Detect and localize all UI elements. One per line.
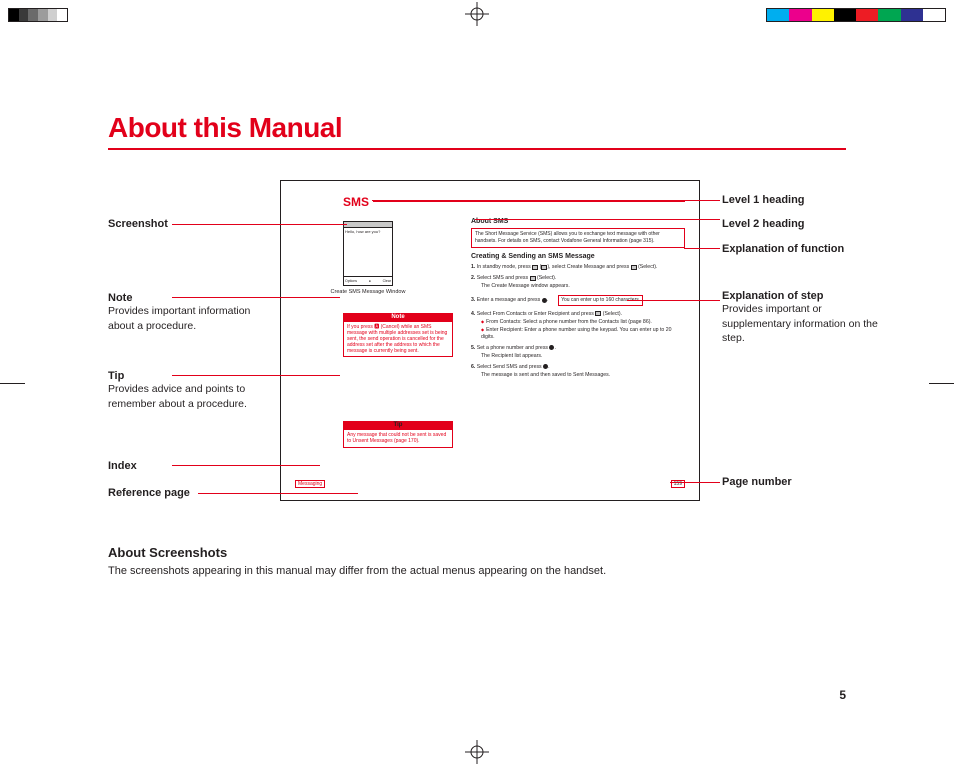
sample-l1-rule	[373, 201, 685, 202]
callout-l2: Level 2 heading	[722, 218, 882, 230]
grayscale-swatches	[8, 8, 68, 22]
page-title: About this Manual	[108, 112, 342, 144]
title-rule	[108, 148, 846, 150]
screenshot-caption: Create SMS Message Window	[323, 289, 413, 295]
connector-line	[198, 493, 358, 494]
crop-mark-left	[0, 383, 25, 384]
sample-note-box: Note If you press 🅰 (Cancel) while an SM…	[343, 313, 453, 357]
sample-tip-box: Tip Any message that could not be sent i…	[343, 421, 453, 448]
callout-pgnum: Page number	[722, 476, 882, 488]
cmyk-swatches	[766, 8, 946, 22]
callout-note: NoteProvides important information about…	[108, 292, 268, 333]
sample-l1-heading: SMS	[343, 195, 369, 209]
connector-line	[172, 465, 320, 466]
connector-line	[372, 200, 720, 201]
outer-page-number: 5	[839, 688, 846, 702]
registration-mark-top	[465, 2, 489, 26]
about-screenshots-heading: About Screenshots	[108, 545, 227, 560]
callout-index: Index	[108, 460, 268, 472]
connector-line	[172, 224, 347, 225]
callout-l1: Level 1 heading	[722, 194, 882, 206]
connector-line	[670, 482, 720, 483]
step-item: 4. Select From Contacts or Enter Recipie…	[471, 311, 685, 341]
connector-line	[475, 219, 720, 220]
connector-line	[684, 248, 720, 249]
sample-right-column: About SMS The Short Message Service (SMS…	[471, 213, 685, 383]
registration-mark-bottom	[465, 740, 489, 764]
crop-mark-right	[929, 383, 954, 384]
sample-index-tag: Messaging	[295, 480, 325, 488]
step-item: 2. Select SMS and press (Select).The Cre…	[471, 275, 685, 290]
callout-expstep: Explanation of stepProvides important or…	[722, 290, 882, 346]
steps-list: 1. In standby mode, press (), select Cre…	[471, 264, 685, 379]
about-screenshots-text: The screenshots appearing in this manual…	[108, 565, 606, 577]
connector-line	[172, 375, 340, 376]
step-item: 6. Select Send SMS and press .The messag…	[471, 364, 685, 379]
callout-tip: TipProvides advice and points to remembe…	[108, 370, 268, 411]
about-sms-box: The Short Message Service (SMS) allows y…	[471, 228, 685, 248]
step-item: 5. Set a phone number and press .The Rec…	[471, 345, 685, 360]
step-item: 1. In standby mode, press (), select Cre…	[471, 264, 685, 271]
connector-line	[627, 300, 720, 301]
sample-screenshot: Hello, how are you? Options●Clear	[343, 221, 393, 286]
connector-line	[172, 297, 340, 298]
sample-page-diagram: SMS Hello, how are you? Options●Clear Cr…	[280, 180, 700, 501]
callout-expfn: Explanation of function	[722, 243, 882, 255]
creating-heading: Creating & Sending an SMS Message	[471, 252, 685, 261]
